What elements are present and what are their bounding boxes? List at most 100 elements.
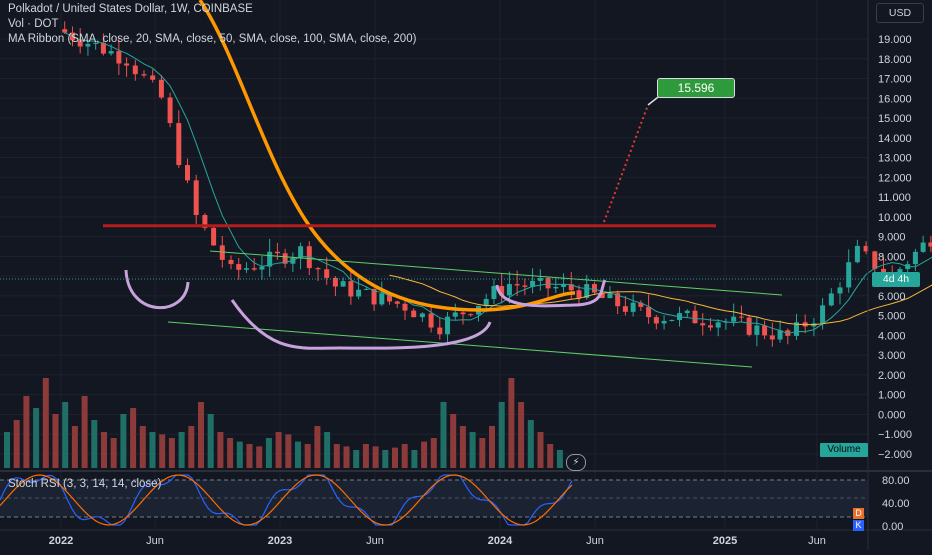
volume-bar bbox=[130, 408, 136, 468]
time-tick-label: Jun bbox=[808, 535, 826, 547]
candle-body bbox=[855, 246, 860, 262]
candle-body bbox=[928, 243, 932, 247]
volume-bar bbox=[441, 402, 447, 468]
price-countdown-tag: 4d 4h bbox=[872, 272, 920, 287]
volume-bar bbox=[431, 438, 437, 468]
candle-body bbox=[662, 321, 667, 324]
volume-bar bbox=[247, 444, 253, 468]
candle-body bbox=[348, 281, 353, 296]
candle-body bbox=[754, 325, 759, 334]
stoch-d-marker: D bbox=[853, 508, 864, 519]
target-price-label[interactable]: 15.596 bbox=[657, 78, 735, 98]
volume-bar bbox=[528, 420, 534, 468]
price-tick-label: 16.000 bbox=[878, 93, 912, 105]
candle-body bbox=[252, 268, 257, 269]
candle-body bbox=[739, 317, 744, 318]
volume-bar bbox=[188, 426, 194, 468]
candle-body bbox=[124, 63, 129, 65]
volume-bar bbox=[411, 450, 417, 468]
volume-bar bbox=[53, 414, 59, 468]
candle-body bbox=[211, 228, 216, 245]
candle-body bbox=[522, 285, 527, 286]
volume-bar bbox=[198, 402, 204, 468]
volume-bar bbox=[324, 432, 330, 468]
candle-body bbox=[316, 268, 321, 269]
volume-bar bbox=[518, 402, 524, 468]
price-tick-label: 12.000 bbox=[878, 172, 912, 184]
candle-body bbox=[420, 313, 425, 317]
candle-body bbox=[491, 286, 496, 299]
candle-body bbox=[700, 323, 705, 325]
price-tick-label: 3.000 bbox=[878, 350, 906, 362]
price-tick-label: 5.000 bbox=[878, 311, 906, 323]
candle-body bbox=[429, 313, 434, 327]
candle-body bbox=[150, 75, 155, 79]
volume-bar bbox=[72, 426, 78, 468]
candle-body bbox=[669, 320, 674, 321]
candle-body bbox=[229, 260, 234, 264]
candle-body bbox=[364, 289, 369, 290]
volume-bar bbox=[33, 408, 39, 468]
candle-body bbox=[341, 281, 346, 286]
volume-legend[interactable]: Vol · DOT bbox=[8, 18, 58, 30]
time-tick-label: 2024 bbox=[488, 535, 513, 547]
candle-body bbox=[685, 311, 690, 313]
volume-bar bbox=[344, 446, 350, 468]
ma-ribbon-legend[interactable]: MA Ribbon (SMA, close, 20, SMA, close, 5… bbox=[8, 33, 416, 45]
volume-bar bbox=[508, 378, 514, 468]
volume-bar bbox=[169, 438, 175, 468]
candle-body bbox=[176, 123, 181, 165]
volume-bar bbox=[266, 438, 272, 468]
volume-bar bbox=[363, 444, 369, 468]
stoch-tick-label: 0.00 bbox=[882, 521, 903, 533]
price-tick-label: 6.000 bbox=[878, 291, 906, 303]
time-tick-label: Jun bbox=[366, 535, 384, 547]
volume-bar bbox=[256, 446, 262, 468]
price-tick-label: −1.000 bbox=[878, 429, 912, 441]
volume-bar bbox=[208, 414, 214, 468]
stoch-rsi-legend[interactable]: Stoch RSI (3, 3, 14, 14, close) bbox=[8, 478, 161, 490]
candle-body bbox=[275, 252, 280, 254]
price-tick-label: 9.000 bbox=[878, 232, 906, 244]
candle-body bbox=[553, 287, 558, 288]
lightning-icon[interactable]: ⚡ bbox=[566, 454, 586, 471]
price-tick-label: 15.000 bbox=[878, 113, 912, 125]
candle-body bbox=[577, 290, 582, 298]
price-tick-label: 1.000 bbox=[878, 390, 906, 402]
volume-bar bbox=[499, 402, 505, 468]
currency-button[interactable]: USD bbox=[876, 3, 924, 23]
candle-body bbox=[631, 303, 636, 312]
volume-bar bbox=[557, 450, 563, 468]
price-tick-label: 13.000 bbox=[878, 153, 912, 165]
volume-bar bbox=[479, 438, 485, 468]
candle-body bbox=[872, 251, 877, 268]
candle-body bbox=[846, 262, 851, 287]
candle-body bbox=[468, 314, 473, 315]
candle-body bbox=[693, 311, 698, 323]
volume-bar bbox=[150, 432, 156, 468]
candle-body bbox=[259, 267, 264, 270]
time-tick-label: 2025 bbox=[713, 535, 737, 547]
volume-bar bbox=[489, 426, 495, 468]
time-tick-label: Jun bbox=[146, 535, 164, 547]
volume-bar bbox=[470, 432, 476, 468]
price-tick-label: 17.000 bbox=[878, 74, 912, 86]
candle-body bbox=[820, 305, 825, 323]
candle-body bbox=[116, 51, 121, 63]
stoch-tick-label: 40.00 bbox=[882, 498, 910, 510]
candle-body bbox=[623, 306, 628, 312]
volume-bar bbox=[547, 444, 553, 468]
volume-bar bbox=[217, 432, 223, 468]
candle-body bbox=[142, 74, 147, 75]
volume-bar bbox=[179, 432, 185, 468]
candle-body bbox=[770, 335, 775, 339]
candle-body bbox=[654, 317, 659, 323]
volume-bar bbox=[314, 426, 320, 468]
volume-bar bbox=[82, 396, 88, 468]
volume-bar bbox=[43, 378, 49, 468]
volume-bar bbox=[111, 438, 117, 468]
volume-bar bbox=[159, 434, 165, 468]
symbol-title[interactable]: Polkadot / United States Dollar, 1W, COI… bbox=[8, 3, 253, 15]
time-tick-label: 2023 bbox=[268, 535, 292, 547]
